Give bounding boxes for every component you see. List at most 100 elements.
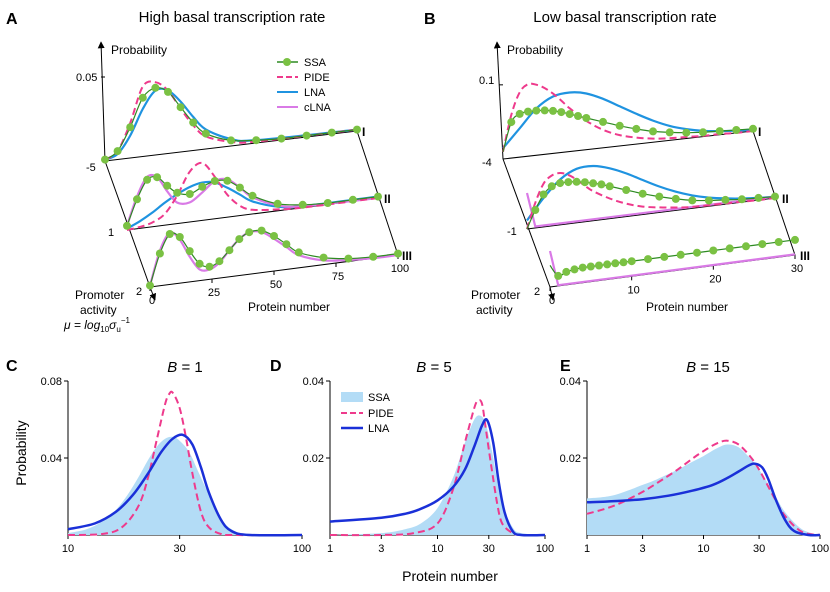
ssa-point [570, 265, 579, 274]
ssa-point [173, 188, 182, 197]
legend-label: PIDE [368, 408, 394, 420]
ssa-point [164, 87, 172, 96]
ssa-point [270, 232, 278, 240]
panel-e-letter: E [560, 358, 571, 375]
ssa-point [133, 195, 141, 204]
ssa-point [374, 192, 382, 201]
ssa-point [638, 189, 647, 198]
ssa-area-series [330, 415, 545, 535]
ssa-point [123, 221, 131, 230]
ssa-point [715, 127, 724, 136]
slice-label-iii: III [402, 249, 412, 263]
panel-a-mu-tick: -5 [86, 162, 96, 174]
ssa-point [699, 128, 707, 137]
ssa-point [725, 244, 734, 253]
ssa-point [248, 191, 257, 200]
ssa-point [282, 240, 291, 249]
x-tick-label: 3 [378, 543, 384, 555]
panel-d-letter: D [270, 358, 282, 375]
slice-label-ii: II [782, 192, 789, 206]
ssa-point [113, 147, 122, 156]
legend-label: cLNA [304, 102, 332, 114]
x-tick-label: 10 [697, 543, 709, 555]
ssa-point [394, 249, 402, 258]
panel-e-title: B = 15 [686, 359, 730, 376]
legend-label: SSA [304, 57, 327, 69]
ssa-point [153, 173, 162, 182]
x-tick-label: 0 [549, 295, 555, 307]
ssa-point [557, 108, 566, 117]
ssa-point [298, 200, 307, 209]
ssa-point [688, 196, 697, 205]
panel-a-zlabel: activity [80, 303, 117, 317]
ssa-point [532, 106, 541, 115]
ssa-point [201, 129, 210, 138]
ssa-point [277, 134, 286, 143]
panel-a-ylabel: Probability [111, 43, 167, 57]
slice-label-ii: II [384, 192, 391, 206]
panel-b-ylabel: Probability [507, 43, 563, 57]
x-tick-label: 100 [293, 543, 311, 555]
ssa-point [574, 112, 582, 120]
ssa-point [665, 128, 674, 137]
ssa-point [655, 192, 664, 201]
ssa-point [586, 262, 595, 271]
panel-b-zlabel: Promoter [471, 288, 520, 302]
legend-label: LNA [304, 87, 326, 99]
ssa-point [344, 254, 353, 263]
ssa-point [682, 128, 691, 137]
ssa-point [632, 124, 641, 133]
panel-a-zlabel: Promoter [75, 288, 124, 302]
ssa-point [146, 281, 154, 290]
x-tick-label: 100 [811, 543, 829, 555]
x-tick-label: 1 [327, 543, 333, 555]
ssa-point [163, 181, 172, 190]
ssa-point [660, 252, 669, 261]
bottom-xlabel: Protein number [402, 568, 498, 584]
panel-b-mu-tick: 2 [534, 286, 540, 298]
clna-series-line [125, 173, 379, 227]
panel-c-title: B = 1 [167, 359, 202, 376]
x-tick-label: 3 [640, 543, 646, 555]
ssa-point [562, 267, 571, 276]
ssa-point [749, 124, 757, 133]
slice-label-i: I [758, 125, 761, 139]
panel-b-mu-tick: -4 [482, 157, 492, 169]
x-tick-label: 30 [483, 543, 495, 555]
ssa-point [524, 107, 532, 116]
slice-label-i: I [362, 125, 365, 139]
x-tick-label: 100 [391, 263, 409, 275]
ssa-point [564, 178, 573, 187]
ssa-point [189, 118, 198, 127]
panel-b-xlabel: Protein number [646, 300, 728, 314]
ssa-point [319, 253, 328, 262]
ssa-point [369, 252, 378, 261]
x-tick-label: 30 [174, 543, 186, 555]
ssa-point [165, 230, 174, 238]
ssa-point [547, 182, 556, 191]
ssa-point [595, 261, 603, 270]
ssa-point [215, 257, 224, 266]
x-tick-label: 0 [149, 295, 155, 307]
ssa-point [515, 109, 524, 118]
x-tick-label: 10 [431, 543, 443, 555]
ssa-point [198, 182, 207, 191]
ssa-point [176, 103, 185, 112]
ssa-point [245, 228, 254, 237]
ssa-point [605, 182, 614, 191]
legend-ssa-marker [283, 58, 291, 66]
clna-series-line [548, 250, 796, 287]
pide-series-line [526, 171, 776, 230]
slice-baseline [104, 130, 358, 162]
ssa-point [302, 131, 311, 140]
ssa-point [143, 175, 152, 184]
slice-baseline [502, 130, 754, 160]
ssa-point [693, 248, 701, 257]
panel-a-mu-label: μ = log10σu−1 [63, 316, 131, 334]
lna-series-line [67, 433, 303, 537]
slice-label-iii: III [800, 249, 810, 263]
ssa-point [531, 206, 540, 214]
ssa-point [603, 260, 612, 269]
